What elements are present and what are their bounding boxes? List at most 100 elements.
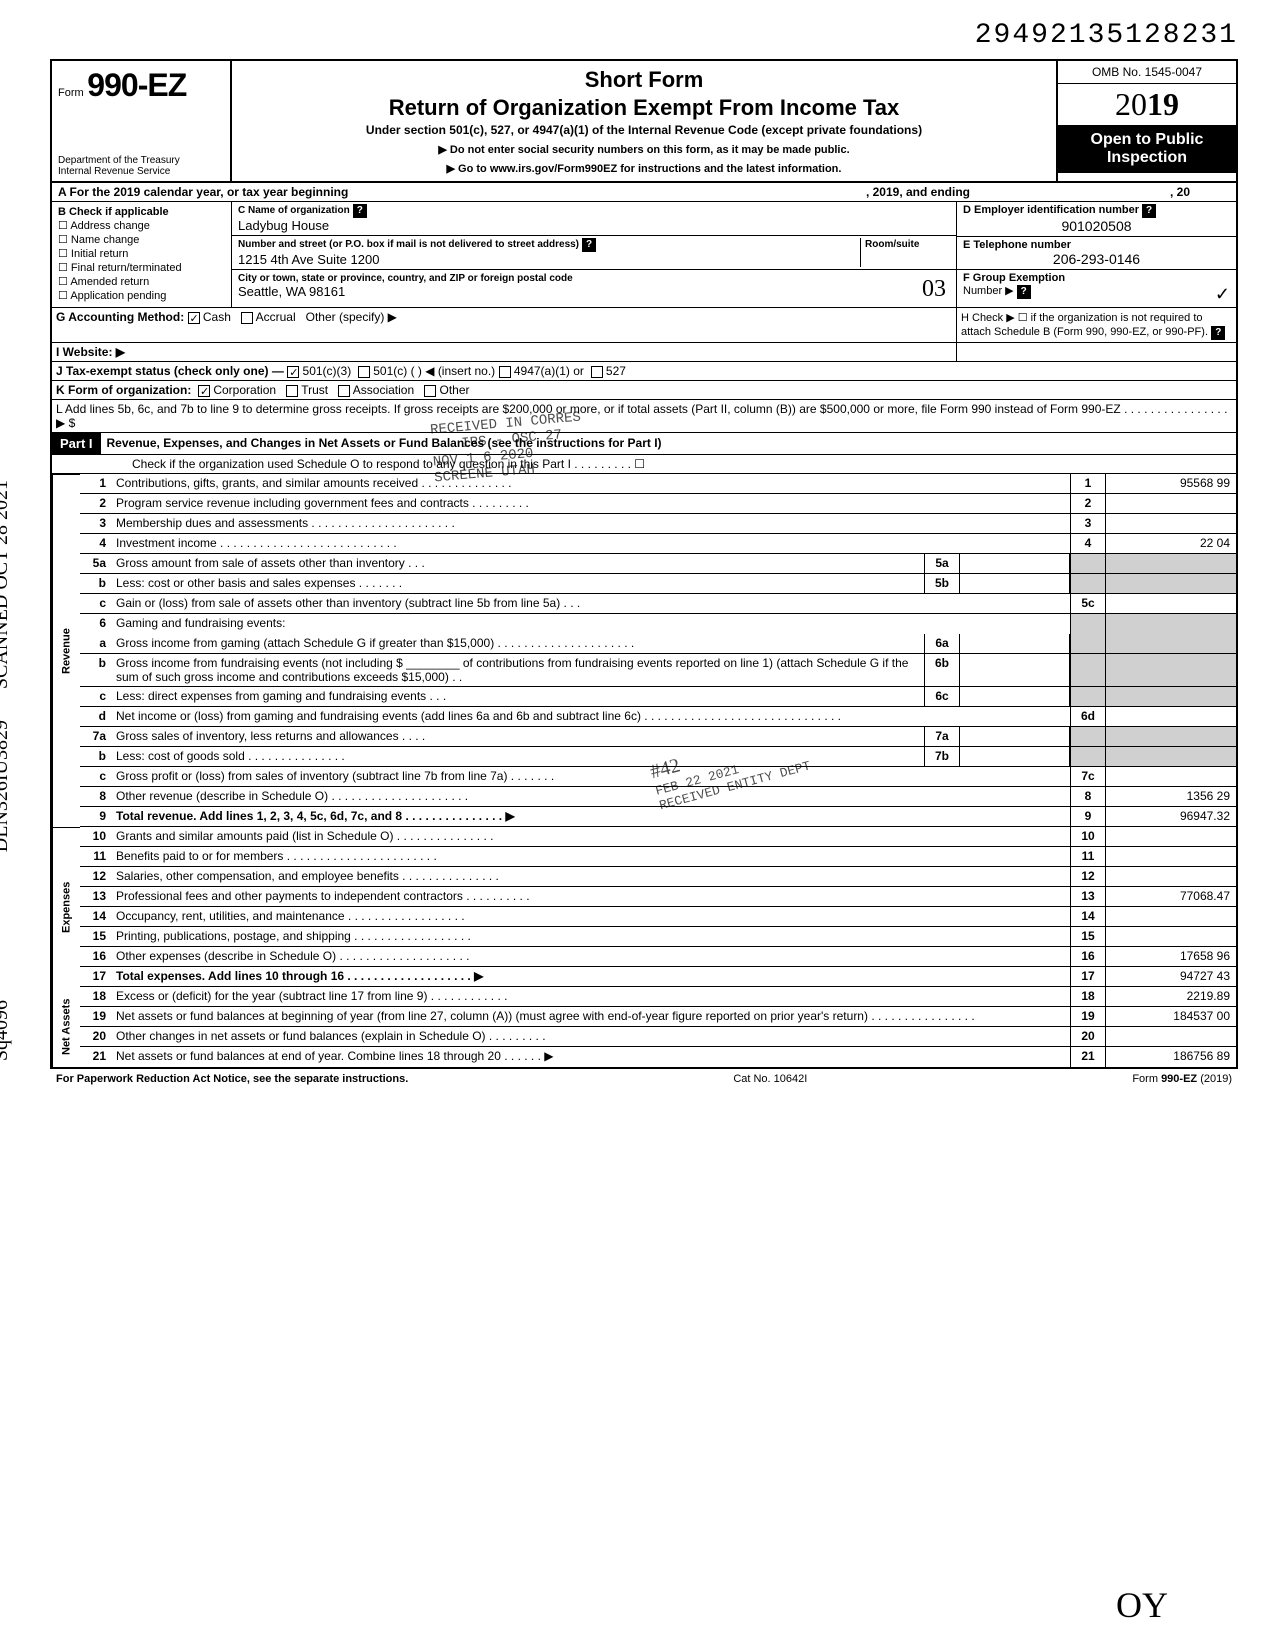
ln13-n: 13 bbox=[80, 887, 112, 906]
year-prefix: 20 bbox=[1115, 86, 1147, 122]
tax-year: 2019 bbox=[1058, 84, 1236, 125]
ln6a-mn: 6a bbox=[924, 634, 960, 653]
ln19-d: Net assets or fund balances at beginning… bbox=[112, 1007, 1070, 1026]
chk-assoc[interactable] bbox=[338, 385, 350, 397]
ln4-n: 4 bbox=[80, 534, 112, 553]
footer: For Paperwork Reduction Act Notice, see … bbox=[50, 1069, 1238, 1089]
ln8-rn: 8 bbox=[1070, 787, 1106, 806]
part1-check-text: Check if the organization used Schedule … bbox=[52, 455, 649, 473]
help-icon[interactable]: ? bbox=[353, 204, 367, 218]
ln20-rv bbox=[1106, 1027, 1236, 1046]
ln19-rv: 184537 00 bbox=[1106, 1007, 1236, 1026]
sh bbox=[1070, 554, 1106, 573]
ln4-d: Investment income . . . . . . . . . . . … bbox=[112, 534, 1070, 553]
ln14-d: Occupancy, rent, utilities, and maintena… bbox=[112, 907, 1070, 926]
ln11-rv bbox=[1106, 847, 1236, 866]
side-expenses: Expenses bbox=[52, 827, 80, 987]
org-addr: 1215 4th Ave Suite 1200 bbox=[238, 252, 379, 267]
phone-val: 206-293-0146 bbox=[963, 251, 1230, 267]
chk-trust[interactable] bbox=[286, 385, 298, 397]
ln20-rn: 20 bbox=[1070, 1027, 1106, 1046]
sh bbox=[1106, 654, 1236, 686]
line-i-label: I Website: ▶ bbox=[56, 345, 125, 359]
form-number: 990-EZ bbox=[87, 67, 186, 103]
chk-cash[interactable] bbox=[188, 312, 200, 324]
ein-label: D Employer identification number bbox=[963, 204, 1139, 216]
ln14-rv bbox=[1106, 907, 1236, 926]
ln19-rn: 19 bbox=[1070, 1007, 1106, 1026]
ln16-n: 16 bbox=[80, 947, 112, 966]
title-sub: Under section 501(c), 527, or 4947(a)(1)… bbox=[240, 123, 1048, 137]
help-icon[interactable]: ? bbox=[1142, 204, 1156, 218]
help-icon[interactable]: ? bbox=[582, 238, 596, 252]
501c3-label: 501(c)(3) bbox=[303, 364, 352, 378]
chk-amended-return[interactable]: Amended return bbox=[58, 275, 225, 288]
chk-application-pending[interactable]: Application pending bbox=[58, 289, 225, 302]
chk-initial-return[interactable]: Initial return bbox=[58, 247, 225, 260]
ln11-rn: 11 bbox=[1070, 847, 1106, 866]
chk-name-change[interactable]: Name change bbox=[58, 233, 225, 246]
margin-dln: DLN326IU3829 bbox=[0, 720, 13, 852]
ln21-n: 21 bbox=[80, 1047, 112, 1067]
footer-mid: Cat No. 10642I bbox=[733, 1073, 807, 1085]
ln2-n: 2 bbox=[80, 494, 112, 513]
chk-4947[interactable] bbox=[499, 366, 511, 378]
insert-no: ) ◀ (insert no.) bbox=[418, 364, 495, 378]
open-public: Open to Public Inspection bbox=[1058, 125, 1236, 173]
section-a: A For the 2019 calendar year, or tax yea… bbox=[52, 183, 1236, 202]
ln7c-rn: 7c bbox=[1070, 767, 1106, 786]
chk-address-change[interactable]: Address change bbox=[58, 219, 225, 232]
footer-left: For Paperwork Reduction Act Notice, see … bbox=[56, 1073, 408, 1085]
assoc-label: Association bbox=[353, 383, 414, 397]
ln6c-mn: 6c bbox=[924, 687, 960, 706]
col-b: B Check if applicable Address change Nam… bbox=[52, 202, 232, 307]
accrual-label: Accrual bbox=[256, 310, 296, 324]
col-c: C Name of organization ? Ladybug House N… bbox=[232, 202, 956, 307]
phone-label: E Telephone number bbox=[963, 239, 1071, 251]
ln6a-mv bbox=[960, 634, 1070, 653]
other-method: Other (specify) ▶ bbox=[306, 310, 397, 324]
chk-527[interactable] bbox=[591, 366, 603, 378]
instr-1: ▶ Do not enter social security numbers o… bbox=[240, 143, 1048, 156]
ln6d-d: Net income or (loss) from gaming and fun… bbox=[112, 707, 1070, 726]
chk-accrual[interactable] bbox=[241, 312, 253, 324]
ln7a-mv bbox=[960, 727, 1070, 746]
header-mid: Short Form Return of Organization Exempt… bbox=[232, 61, 1056, 181]
ln18-rn: 18 bbox=[1070, 987, 1106, 1006]
chk-501c3[interactable] bbox=[287, 366, 299, 378]
hand-room: 03 bbox=[922, 276, 946, 303]
other-org-label: Other bbox=[440, 383, 470, 397]
side-net-assets: Net Assets bbox=[52, 987, 80, 1067]
ln5c-rv bbox=[1106, 594, 1236, 613]
sh bbox=[1070, 654, 1106, 686]
ln2-d: Program service revenue including govern… bbox=[112, 494, 1070, 513]
help-icon[interactable]: ? bbox=[1211, 326, 1225, 340]
footer-right: Form 990-EZ (2019) bbox=[1132, 1073, 1232, 1085]
part1-check: Check if the organization used Schedule … bbox=[52, 455, 1236, 474]
chk-501c[interactable] bbox=[358, 366, 370, 378]
ln3-n: 3 bbox=[80, 514, 112, 533]
cash-label: Cash bbox=[203, 310, 231, 324]
form-prefix: Form bbox=[58, 87, 84, 99]
sh bbox=[1070, 634, 1106, 653]
part1-title: Revenue, Expenses, and Changes in Net As… bbox=[101, 433, 1236, 454]
ln10-rv bbox=[1106, 827, 1236, 846]
header-left: Form 990-EZ Department of the Treasury I… bbox=[52, 61, 232, 181]
ln6-d: Gaming and fundraising events: bbox=[112, 614, 1070, 634]
ln17-d: Total expenses. Add lines 10 through 16 … bbox=[112, 967, 1070, 986]
ln6b-mv bbox=[960, 654, 1070, 686]
dln-top: 29492135128231 bbox=[50, 20, 1238, 51]
section-a-mid: , 2019, and ending bbox=[866, 185, 970, 199]
help-icon[interactable]: ? bbox=[1017, 285, 1031, 299]
chk-final-return[interactable]: Final return/terminated bbox=[58, 261, 225, 274]
ln9-n: 9 bbox=[80, 807, 112, 826]
group-ex-num: Number ▶ bbox=[963, 285, 1014, 297]
ln3-d: Membership dues and assessments . . . . … bbox=[112, 514, 1070, 533]
chk-other-org[interactable] bbox=[424, 385, 436, 397]
trust-label: Trust bbox=[301, 383, 328, 397]
sh bbox=[1070, 687, 1106, 706]
chk-corp[interactable] bbox=[198, 385, 210, 397]
ln5b-n: b bbox=[80, 574, 112, 593]
ln17-rn: 17 bbox=[1070, 967, 1106, 986]
ln21-rn: 21 bbox=[1070, 1047, 1106, 1067]
